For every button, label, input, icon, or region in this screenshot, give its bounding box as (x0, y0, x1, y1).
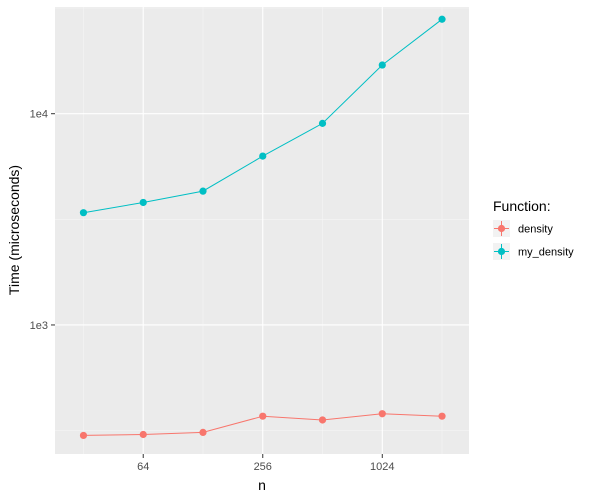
series-layer (79, 15, 446, 440)
legend-key-point (497, 247, 506, 256)
x-tick-label: 1024 (370, 461, 394, 473)
data-point-my_density (438, 15, 446, 23)
data-point-my_density (139, 198, 147, 207)
axes-layer: 64 256 1024 1e3 1e4 (30, 109, 395, 473)
data-point-my_density (259, 152, 267, 160)
legend-label-density: density (518, 224, 553, 236)
data-point-my_density (199, 187, 207, 195)
y-tick-label: 1e4 (30, 109, 48, 121)
legend-label-my_density: my_density (518, 247, 574, 259)
legend-key-point (497, 224, 506, 233)
x-tick-label: 256 (254, 461, 272, 473)
data-point-density (199, 428, 207, 437)
data-point-density (259, 412, 267, 420)
data-point-density (318, 416, 327, 424)
data-point-density (79, 431, 88, 440)
data-point-my_density (378, 61, 386, 69)
legend: Function: density my_density (493, 198, 574, 260)
x-axis-title: n (258, 477, 266, 493)
data-point-density (139, 430, 147, 439)
data-point-density (438, 412, 446, 420)
x-tick-label: 64 (137, 461, 149, 473)
legend-items: density my_density (493, 220, 574, 260)
minor-gridlines (55, 7, 469, 454)
legend-title: Function: (493, 198, 551, 214)
y-tick-label: 1e3 (30, 320, 48, 332)
data-point-my_density (79, 209, 88, 217)
data-point-density (378, 410, 386, 418)
data-point-my_density (318, 119, 327, 127)
plot-panel (55, 7, 469, 454)
y-axis-title: Time (microseconds) (6, 165, 22, 295)
major-gridlines (55, 7, 469, 454)
